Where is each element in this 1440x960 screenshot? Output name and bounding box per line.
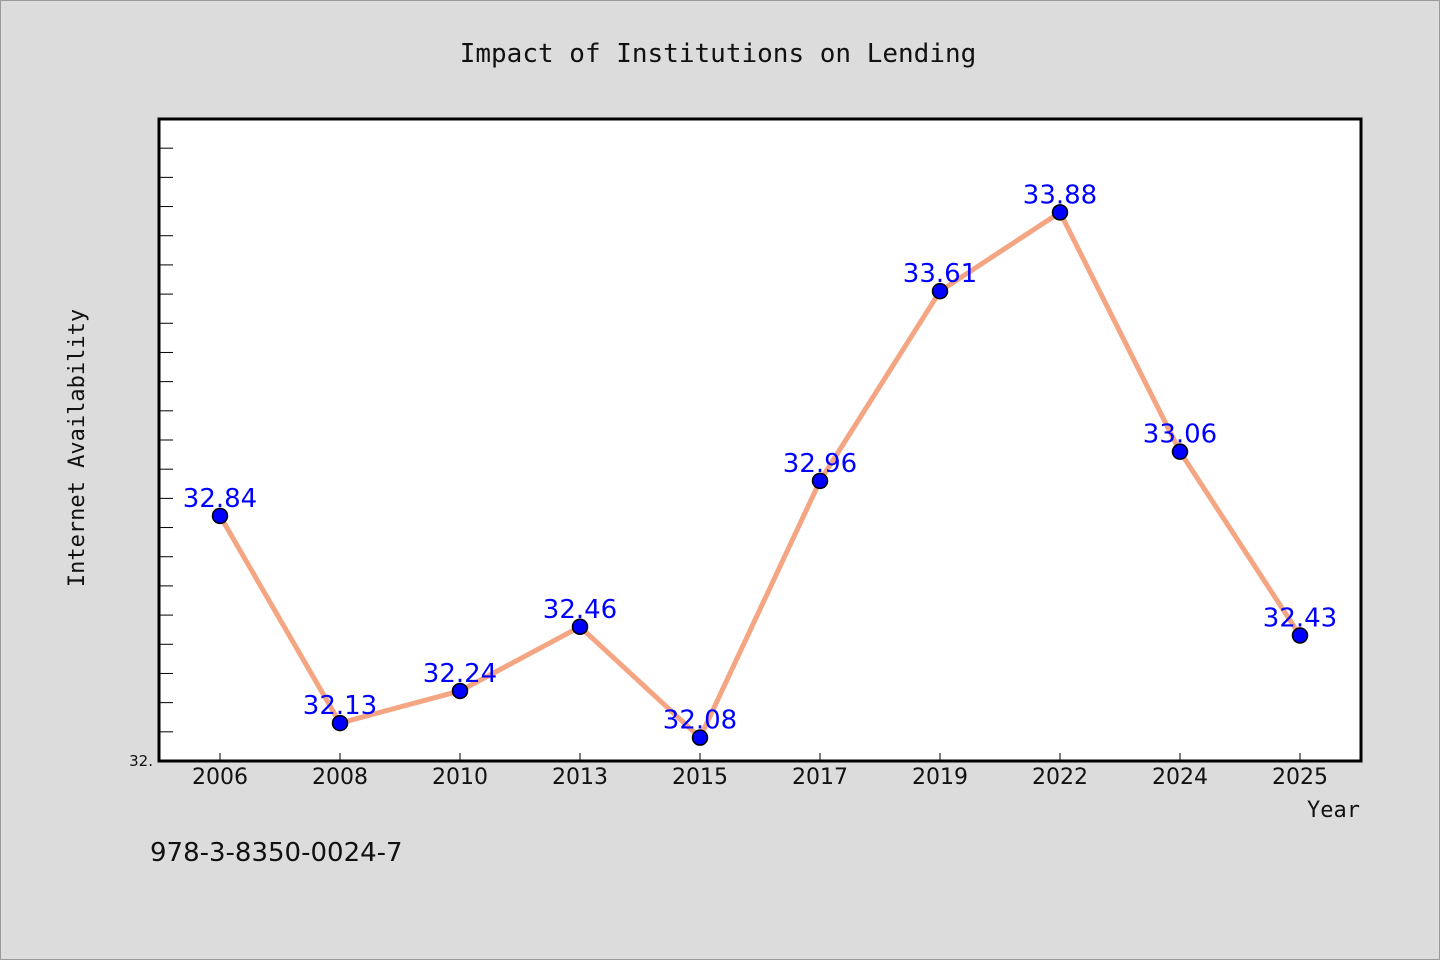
x-tick-label: 2006	[192, 765, 248, 790]
y-min-tick-label: 32.	[129, 752, 153, 770]
data-label: 33.88	[1023, 180, 1097, 210]
y-axis-ticks	[159, 147, 173, 733]
data-label: 33.61	[903, 259, 977, 289]
x-tick-label: 2015	[672, 765, 728, 790]
x-tick-labels: 2006 2008 2010 2013 2015 2017 2019 2022 2024 2025	[192, 765, 1328, 790]
x-tick-label: 2013	[552, 765, 608, 790]
data-point	[1291, 627, 1309, 644]
x-tick-label: 2008	[312, 765, 368, 790]
data-point	[571, 618, 589, 636]
data-point	[691, 729, 709, 746]
data-label: 32.46	[543, 595, 617, 625]
data-label: 32.96	[783, 449, 857, 479]
x-axis-ticks	[219, 753, 1301, 761]
data-label: 33.06	[1143, 420, 1217, 450]
chart-title: Impact of Institutions on Lending	[460, 39, 977, 69]
data-point	[811, 472, 829, 490]
data-label: 32.13	[303, 691, 377, 721]
data-point	[1171, 443, 1189, 460]
isbn-text: 978-3-8350-0024-7	[150, 838, 403, 868]
data-label: 32.43	[1263, 604, 1337, 634]
y-axis-label: Internet Availability	[65, 309, 90, 587]
data-labels: 32.84 32.13 32.24 32.46 32.08 32.96 33.61 33.88…	[183, 180, 1337, 735]
data-point	[931, 282, 949, 300]
data-label: 32.84	[183, 484, 257, 514]
x-axis-label: Year	[1307, 798, 1360, 823]
data-label: 32.08	[663, 706, 737, 736]
data-label: 32.24	[423, 659, 497, 689]
data-point	[211, 507, 229, 525]
x-tick-label: 2019	[912, 765, 968, 790]
x-tick-label: 2010	[432, 765, 488, 790]
series-line	[217, 209, 1303, 741]
data-point	[1051, 204, 1069, 221]
x-tick-label: 2024	[1152, 765, 1208, 790]
data-markers	[211, 204, 1309, 746]
data-point	[451, 682, 469, 700]
x-tick-label: 2022	[1032, 765, 1088, 790]
plot-area	[157, 117, 1363, 763]
data-point	[331, 714, 349, 732]
x-tick-label: 2017	[792, 765, 848, 790]
series-line-group	[217, 209, 1303, 741]
x-tick-label: 2025	[1272, 765, 1328, 790]
